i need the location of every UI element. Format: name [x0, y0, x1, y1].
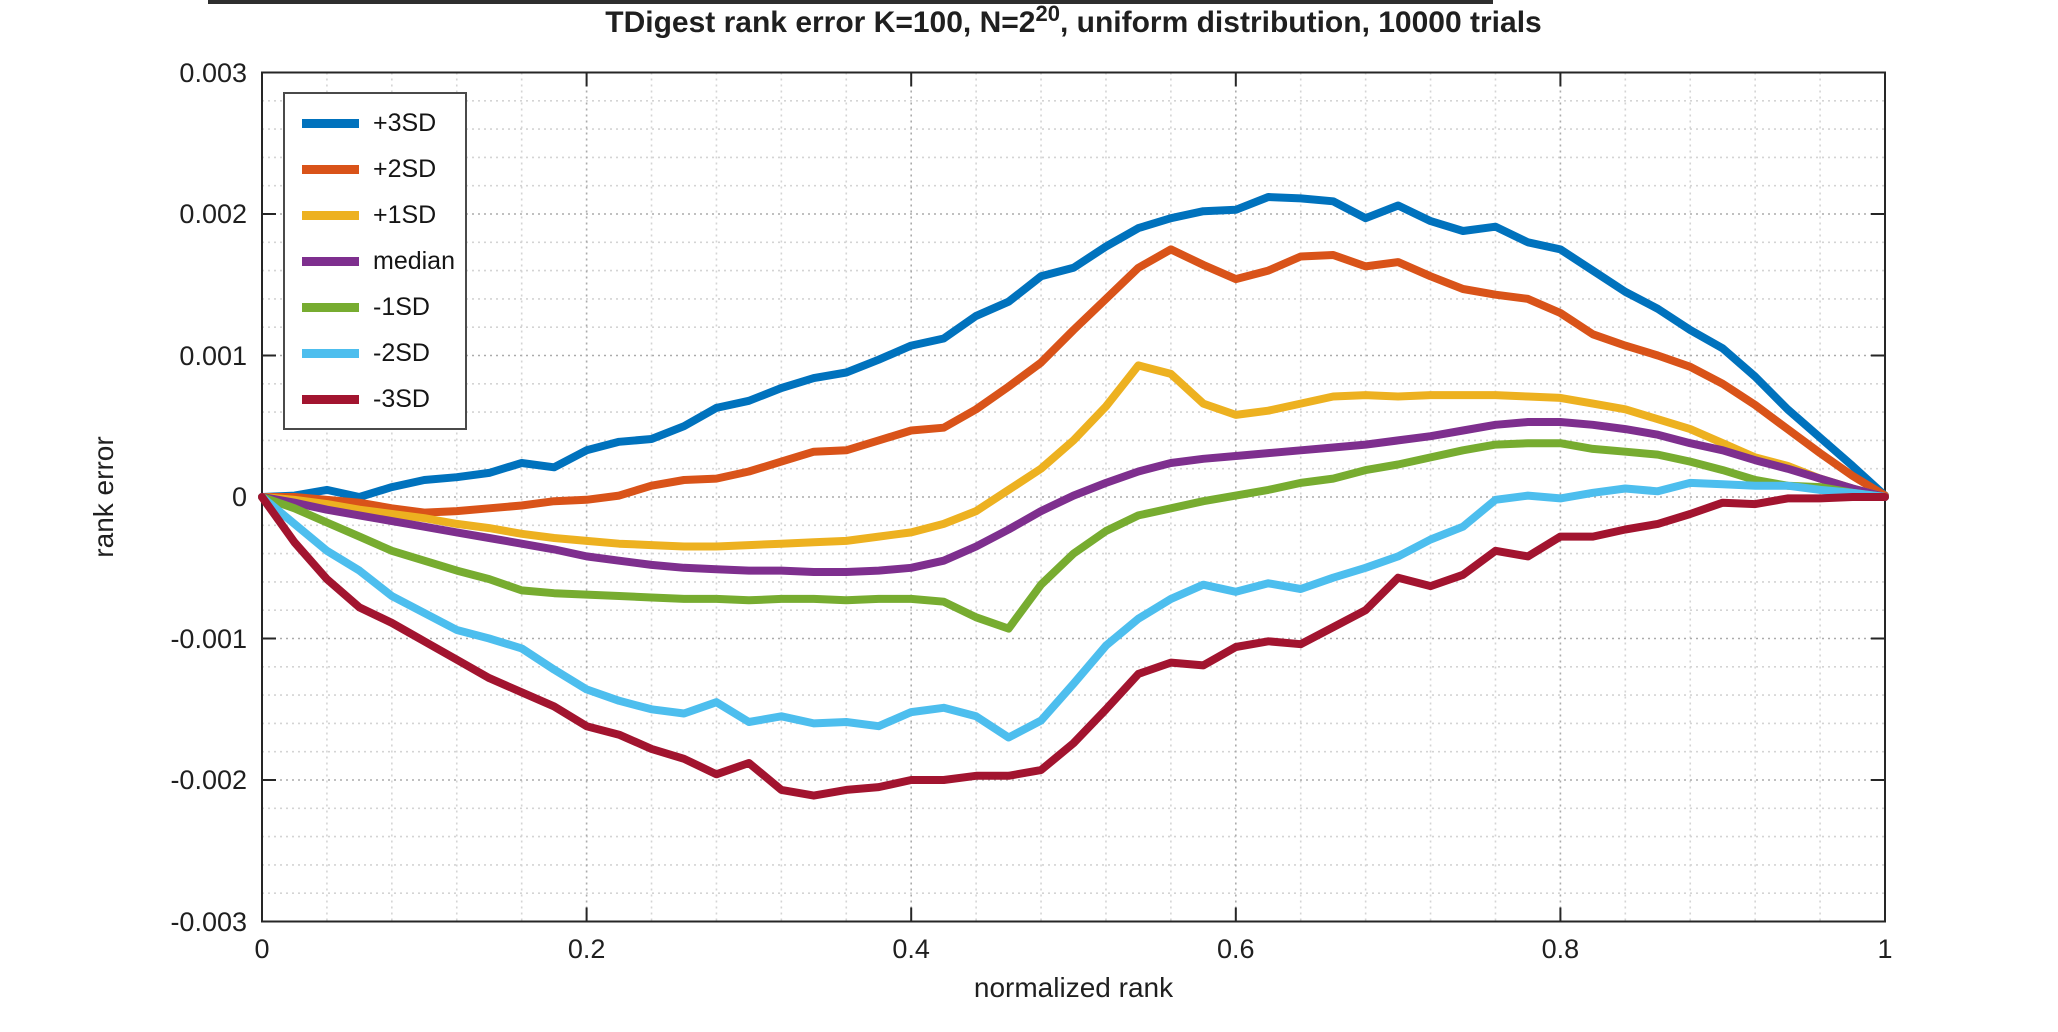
legend-swatch-icon — [302, 118, 359, 128]
x-tick-label: 0.6 — [1217, 934, 1255, 964]
y-tick-label: -0.002 — [170, 765, 247, 795]
chart-title-suffix: , uniform distribution, 10000 trials — [1059, 6, 1542, 39]
legend-row-+1SD: +1SD — [285, 192, 465, 238]
y-tick-label: 0 — [231, 482, 247, 512]
legend-swatch-icon — [302, 256, 359, 266]
legend-row--3SD: -3SD — [285, 376, 465, 422]
series-line--3SD — [258, 493, 1889, 800]
legend-label: -2SD — [373, 338, 430, 367]
legend-label: +3SD — [373, 108, 437, 137]
chart-title-exponent: 20 — [1035, 1, 1060, 26]
x-tick-label: 0.4 — [892, 934, 930, 964]
x-tick-label: 0 — [254, 934, 270, 964]
chart-title: TDigest rank error K=100, N=220, uniform… — [262, 3, 1885, 40]
legend-swatch-icon — [302, 210, 359, 220]
series-line-+2SD — [258, 245, 1889, 517]
legend-label: -3SD — [373, 384, 430, 413]
legend-row-+2SD: +2SD — [285, 146, 465, 192]
legend-swatch-icon — [302, 302, 359, 312]
y-tick-label: 0.001 — [179, 340, 247, 371]
legend-swatch-icon — [302, 164, 359, 174]
chart-title-prefix: TDigest rank error K=100, N=2 — [605, 6, 1036, 39]
top-edge-artifact — [208, 0, 1493, 4]
x-tick-label: 0.8 — [1541, 934, 1580, 964]
y-tick-label: 0.002 — [179, 199, 247, 229]
series-line-+1SD — [258, 361, 1889, 551]
series-line-+3SD — [258, 193, 1889, 501]
legend-swatch-icon — [302, 348, 359, 358]
series-line-median — [258, 418, 1889, 576]
x-tick-label: 0.2 — [567, 934, 606, 964]
legend-label: +2SD — [373, 154, 437, 183]
series-line--1SD — [258, 439, 1889, 633]
y-tick-label: -0.001 — [170, 623, 247, 654]
legend-label: +1SD — [373, 200, 437, 229]
y-tick-label: 0.003 — [179, 57, 247, 88]
y-tick-label: -0.003 — [170, 906, 247, 937]
x-tick-label: 1 — [1877, 934, 1893, 964]
legend-row--1SD: -1SD — [285, 284, 465, 330]
legend: +3SD +2SD +1SD median -1SD -2SD -3SD — [283, 92, 467, 430]
legend-label: median — [373, 246, 455, 275]
legend-label: -1SD — [373, 292, 430, 321]
x-axis-label: normalized rank — [973, 972, 1174, 1003]
legend-row-median: median — [285, 238, 465, 284]
series-line--2SD — [258, 478, 1889, 742]
legend-row-+3SD: +3SD — [285, 100, 465, 146]
legend-row--2SD: -2SD — [285, 330, 465, 376]
legend-swatch-icon — [302, 394, 359, 404]
